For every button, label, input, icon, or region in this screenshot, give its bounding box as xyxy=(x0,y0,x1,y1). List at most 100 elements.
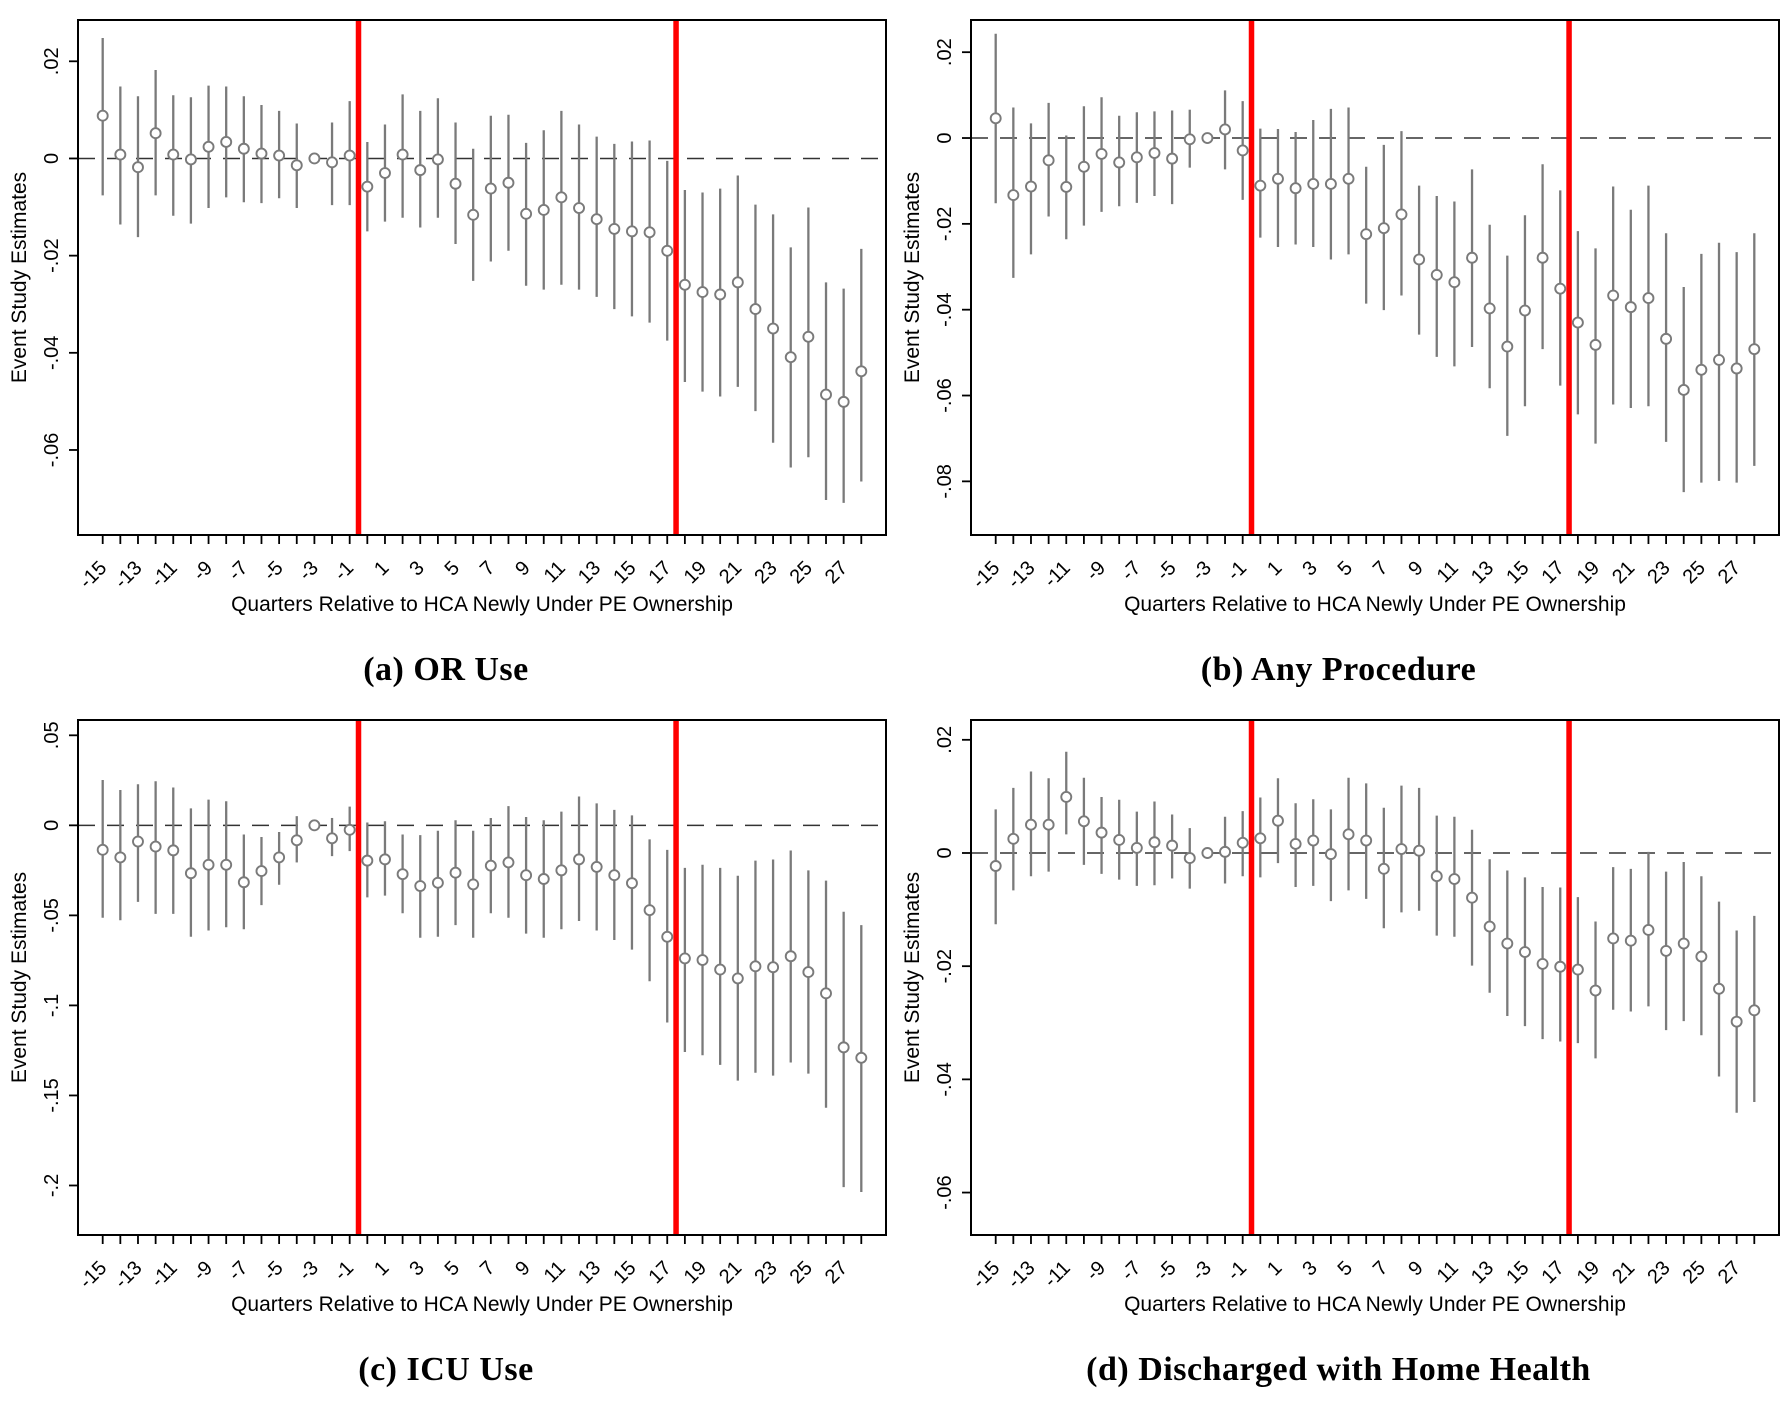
svg-text:7: 7 xyxy=(476,1257,499,1280)
svg-text:-13: -13 xyxy=(1003,557,1039,593)
svg-text:-11: -11 xyxy=(1039,1257,1074,1292)
svg-text:-11: -11 xyxy=(147,557,182,592)
svg-text:13: 13 xyxy=(574,557,605,588)
svg-text:0: 0 xyxy=(41,153,63,164)
svg-text:-.2: -.2 xyxy=(41,1174,63,1197)
svg-text:9: 9 xyxy=(511,1257,534,1280)
svg-text:11: 11 xyxy=(1432,557,1462,587)
panel-title-icu-use: (c) ICU Use xyxy=(358,1351,534,1388)
svg-text:-1: -1 xyxy=(1223,557,1251,585)
svg-text:-5: -5 xyxy=(1152,557,1180,585)
svg-text:-.04: -.04 xyxy=(934,292,956,326)
plot-area-icu-use: -15 -13 -11 -9 -7 -5 -3 -1 1 3 5 7 9 11 13 15 17 19 21 23 25… xyxy=(0,700,892,1342)
svg-text:15: 15 xyxy=(609,557,640,588)
event-study-plot-icu-use: -15 -13 -11 -9 -7 -5 -3 -1 1 3 5 7 9 11 13 15 17 19 21 23 25… xyxy=(8,719,887,1316)
svg-text:5: 5 xyxy=(1333,1257,1356,1280)
svg-text:23: 23 xyxy=(1643,1257,1674,1288)
svg-text:Quarters Relative to HCA Newly: Quarters Relative to HCA Newly Under PE … xyxy=(231,1293,733,1316)
svg-text:13: 13 xyxy=(574,1257,605,1288)
svg-text:25: 25 xyxy=(1678,1257,1709,1288)
svg-text:-7: -7 xyxy=(1117,1257,1145,1285)
svg-text:-11: -11 xyxy=(147,1257,182,1292)
svg-text:-5: -5 xyxy=(260,1257,288,1285)
svg-text:19: 19 xyxy=(680,557,711,588)
svg-text:-13: -13 xyxy=(111,1257,147,1293)
svg-text:-.06: -.06 xyxy=(934,1175,956,1209)
svg-text:-.06: -.06 xyxy=(934,378,956,412)
svg-text:3: 3 xyxy=(1298,557,1321,580)
svg-text:21: 21 xyxy=(715,557,746,588)
svg-text:7: 7 xyxy=(1368,1257,1391,1280)
svg-text:27: 27 xyxy=(821,557,852,588)
svg-text:-15: -15 xyxy=(75,557,111,593)
svg-text:-.1: -.1 xyxy=(41,994,63,1017)
svg-text:Event Study Estimates: Event Study Estimates xyxy=(901,172,924,383)
svg-text:-.06: -.06 xyxy=(41,433,63,467)
svg-text:0: 0 xyxy=(41,820,63,831)
event-study-plot-or-use: -15 -13 -11 -9 -7 -5 -3 -1 1 3 5 7 9 11 13 15 17 19 21 23 25… xyxy=(8,19,887,616)
svg-text:-.04: -.04 xyxy=(41,336,63,370)
svg-text:9: 9 xyxy=(511,557,534,580)
svg-text:23: 23 xyxy=(750,1257,781,1288)
svg-text:-15: -15 xyxy=(968,1257,1004,1293)
svg-text:-3: -3 xyxy=(1187,557,1215,585)
svg-text:5: 5 xyxy=(1333,557,1356,580)
svg-text:17: 17 xyxy=(644,557,675,588)
panel-any-procedure: -15 -13 -11 -9 -7 -5 -3 -1 1 3 5 7 9 11 13 15 17 19 21 23 25… xyxy=(892,0,1785,700)
svg-text:-15: -15 xyxy=(968,557,1004,593)
svg-text:11: 11 xyxy=(540,557,570,587)
plot-area-or-use: -15 -13 -11 -9 -7 -5 -3 -1 1 3 5 7 9 11 13 15 17 19 21 23 25… xyxy=(0,0,892,642)
svg-text:-5: -5 xyxy=(1152,1257,1180,1285)
svg-text:-9: -9 xyxy=(1081,1257,1109,1285)
svg-text:-.05: -.05 xyxy=(41,898,63,932)
svg-text:Quarters Relative to HCA Newly: Quarters Relative to HCA Newly Under PE … xyxy=(1124,1293,1626,1316)
svg-text:-9: -9 xyxy=(189,557,217,585)
svg-text:-1: -1 xyxy=(330,557,358,585)
svg-text:25: 25 xyxy=(1678,557,1709,588)
svg-text:27: 27 xyxy=(1713,1257,1744,1288)
svg-text:1: 1 xyxy=(1263,557,1286,580)
svg-text:-7: -7 xyxy=(224,557,252,585)
svg-text:5: 5 xyxy=(441,557,464,580)
panel-title-discharged-home-health: (d) Discharged with Home Health xyxy=(1086,1351,1591,1388)
svg-text:Quarters Relative to HCA Newly: Quarters Relative to HCA Newly Under PE … xyxy=(231,593,733,616)
svg-text:-1: -1 xyxy=(330,1257,358,1285)
plot-area-any-procedure: -15 -13 -11 -9 -7 -5 -3 -1 1 3 5 7 9 11 13 15 17 19 21 23 25… xyxy=(893,0,1785,642)
svg-text:Event Study Estimates: Event Study Estimates xyxy=(8,172,31,383)
plot-area-discharged-home-health: -15 -13 -11 -9 -7 -5 -3 -1 1 3 5 7 9 11 13 15 17 19 21 23 25… xyxy=(893,700,1785,1342)
svg-text:21: 21 xyxy=(715,1257,746,1288)
svg-text:.02: .02 xyxy=(934,726,956,754)
svg-text:-.08: -.08 xyxy=(934,464,956,498)
panel-or-use: -15 -13 -11 -9 -7 -5 -3 -1 1 3 5 7 9 11 13 15 17 19 21 23 25… xyxy=(0,0,892,700)
svg-text:13: 13 xyxy=(1466,557,1497,588)
svg-text:17: 17 xyxy=(1537,557,1568,588)
svg-text:-3: -3 xyxy=(295,557,323,585)
svg-text:Quarters Relative to HCA Newly: Quarters Relative to HCA Newly Under PE … xyxy=(1124,593,1626,616)
svg-text:9: 9 xyxy=(1404,557,1427,580)
svg-text:-7: -7 xyxy=(1117,557,1145,585)
svg-text:25: 25 xyxy=(786,557,817,588)
svg-text:19: 19 xyxy=(1572,557,1603,588)
svg-text:.02: .02 xyxy=(934,38,956,66)
svg-text:1: 1 xyxy=(370,557,393,580)
svg-text:-13: -13 xyxy=(1003,1257,1039,1293)
event-study-plot-any-procedure: -15 -13 -11 -9 -7 -5 -3 -1 1 3 5 7 9 11 13 15 17 19 21 23 25… xyxy=(901,19,1780,616)
svg-text:3: 3 xyxy=(1298,1257,1321,1280)
svg-text:Event Study Estimates: Event Study Estimates xyxy=(8,872,31,1083)
svg-text:1: 1 xyxy=(1263,1257,1286,1280)
svg-text:5: 5 xyxy=(441,1257,464,1280)
svg-text:11: 11 xyxy=(1432,1257,1462,1287)
svg-text:11: 11 xyxy=(540,1257,570,1287)
svg-text:-9: -9 xyxy=(1081,557,1109,585)
svg-text:-.02: -.02 xyxy=(934,949,956,983)
svg-text:-15: -15 xyxy=(75,1257,111,1293)
panel-icu-use: -15 -13 -11 -9 -7 -5 -3 -1 1 3 5 7 9 11 13 15 17 19 21 23 25… xyxy=(0,700,892,1401)
svg-text:0: 0 xyxy=(934,132,956,143)
svg-text:7: 7 xyxy=(476,557,499,580)
svg-text:-.02: -.02 xyxy=(41,238,63,272)
svg-text:23: 23 xyxy=(1643,557,1674,588)
svg-text:13: 13 xyxy=(1466,1257,1497,1288)
svg-text:-.04: -.04 xyxy=(934,1062,956,1096)
svg-text:-5: -5 xyxy=(260,557,288,585)
